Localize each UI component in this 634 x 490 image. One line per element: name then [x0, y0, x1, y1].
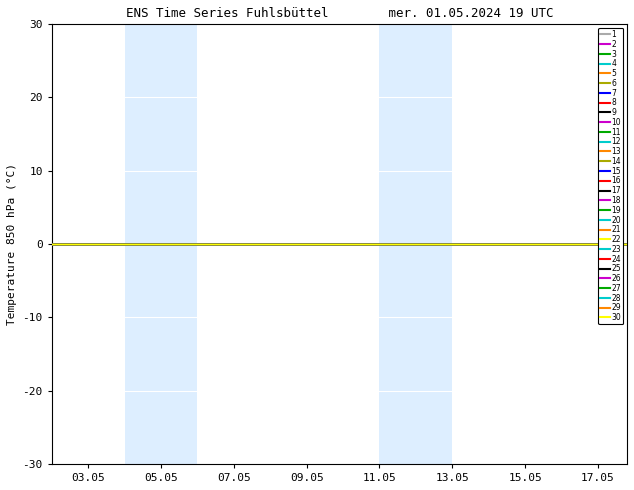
- Bar: [380, 24, 452, 464]
- Legend: 1, 2, 3, 4, 5, 6, 7, 8, 9, 10, 11, 12, 13, 14, 15, 16, 17, 18, 19, 20, 21, 22, 2: 1, 2, 3, 4, 5, 6, 7, 8, 9, 10, 11, 12, 1…: [598, 28, 623, 324]
- Y-axis label: Temperature 850 hPa (°C): Temperature 850 hPa (°C): [7, 163, 17, 325]
- Title: ENS Time Series Fuhlsbüttel        mer. 01.05.2024 19 UTC: ENS Time Series Fuhlsbüttel mer. 01.05.2…: [126, 7, 553, 20]
- Bar: [125, 24, 197, 464]
